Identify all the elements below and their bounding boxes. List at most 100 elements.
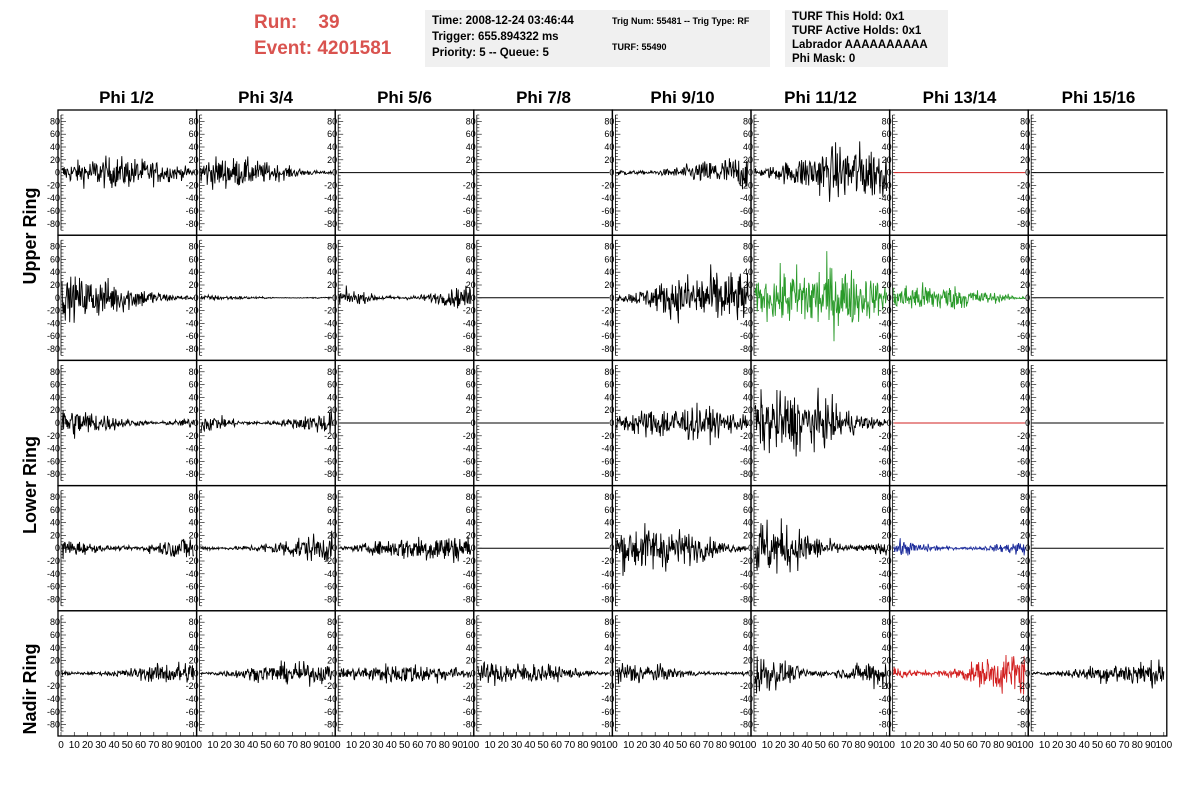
waveform-trace [61, 276, 194, 323]
x-tick-label: 10 [69, 740, 81, 751]
y-tick-label: 80 [743, 617, 753, 627]
column-header-phi-9-10: Phi 9/10 [650, 88, 715, 107]
y-tick-label: 0 [332, 668, 337, 678]
x-tick-label: 80 [577, 740, 589, 751]
y-tick-label: 40 [882, 142, 892, 152]
y-tick-label: -20 [324, 306, 337, 316]
waveform-trace [616, 264, 749, 324]
y-tick-label: -60 [879, 582, 892, 592]
x-tick-label: 50 [399, 740, 411, 751]
y-tick-label: -60 [324, 331, 337, 341]
y-tick-label: 60 [189, 630, 199, 640]
y-tick-label: 0 [609, 168, 614, 178]
y-tick-label: -20 [879, 431, 892, 441]
y-tick-label: 0 [1025, 543, 1030, 553]
y-tick-label: -80 [463, 720, 476, 730]
y-tick-label: -60 [463, 707, 476, 717]
y-tick-label: 80 [50, 116, 60, 126]
y-tick-label: 40 [50, 518, 60, 528]
labrador-text: Labrador AAAAAAAAAA [792, 39, 928, 51]
y-tick-label: -40 [740, 694, 753, 704]
y-tick-label: 60 [327, 129, 337, 139]
y-tick-label: 20 [50, 405, 60, 415]
y-tick-label: 40 [743, 142, 753, 152]
y-tick-label: -20 [1017, 556, 1030, 566]
x-tick-label: 20 [914, 740, 926, 751]
y-tick-label: 0 [55, 418, 60, 428]
x-tick-label: 70 [1118, 740, 1130, 751]
y-tick-label: 80 [604, 116, 614, 126]
x-tick-label: 80 [162, 740, 174, 751]
x-tick-label: 20 [498, 740, 510, 751]
waveform-trace [61, 538, 195, 560]
trigger-text: Trigger: 655.894322 ms [432, 31, 559, 43]
y-tick-label: -20 [47, 306, 60, 316]
y-tick-label: 0 [471, 418, 476, 428]
y-tick-label: 60 [743, 505, 753, 515]
turf-this-hold-text: TURF This Hold: 0x1 [792, 11, 905, 23]
y-tick-label: 60 [743, 630, 753, 640]
y-tick-label: -40 [1017, 193, 1030, 203]
y-tick-label: 40 [327, 142, 337, 152]
x-tick-label: 40 [386, 740, 398, 751]
y-tick-label: 80 [743, 367, 753, 377]
y-tick-label: -60 [601, 582, 614, 592]
y-tick-label: 40 [189, 518, 199, 528]
y-tick-label: -60 [1017, 331, 1030, 341]
y-tick-label: -20 [740, 431, 753, 441]
x-tick-label: 50 [1092, 740, 1104, 751]
y-tick-label: 20 [743, 280, 753, 290]
y-tick-label: 20 [50, 530, 60, 540]
y-tick-label: 60 [882, 380, 892, 390]
y-tick-label: -80 [740, 720, 753, 730]
y-tick-label: 80 [1020, 492, 1030, 502]
column-header-phi-13-14: Phi 13/14 [922, 88, 997, 107]
y-tick-label: 0 [1025, 168, 1030, 178]
y-tick-label: -60 [740, 206, 753, 216]
y-tick-label: 0 [1025, 668, 1030, 678]
y-tick-label: 60 [743, 129, 753, 139]
waveform-panel: 80 60 40 20 0 -20 -40 -60 -80 [601, 484, 752, 612]
y-tick-label: -80 [463, 469, 476, 479]
y-tick-label: 20 [466, 280, 476, 290]
y-tick-label: -60 [186, 707, 199, 717]
y-tick-label: -20 [324, 681, 337, 691]
x-tick-label: 90 [452, 740, 464, 751]
x-tick-label: 20 [1052, 740, 1064, 751]
x-tick-label: 100 [1017, 740, 1034, 751]
y-tick-label: 60 [743, 380, 753, 390]
y-tick-label: 80 [882, 617, 892, 627]
y-tick-label: 20 [466, 656, 476, 666]
y-tick-label: 20 [189, 656, 199, 666]
y-tick-label: -80 [186, 594, 199, 604]
y-tick-label: -40 [601, 444, 614, 454]
y-tick-label: -60 [324, 582, 337, 592]
y-tick-label: -20 [601, 556, 614, 566]
x-tick-label: 40 [1079, 740, 1091, 751]
y-tick-label: -60 [463, 456, 476, 466]
y-tick-label: 40 [327, 392, 337, 402]
y-tick-label: 0 [887, 418, 892, 428]
y-tick-label: -80 [740, 219, 753, 229]
x-tick-label: 70 [425, 740, 437, 751]
y-tick-label: 80 [882, 492, 892, 502]
y-tick-label: 80 [327, 116, 337, 126]
y-tick-label: 0 [887, 668, 892, 678]
y-tick-label: 40 [327, 267, 337, 277]
y-tick-label: -80 [601, 469, 614, 479]
x-tick-label: 90 [175, 740, 187, 751]
x-tick-label: 30 [1065, 740, 1077, 751]
y-tick-label: 40 [1020, 392, 1030, 402]
waveform-panel: 80 60 40 20 0 -20 -40 -60 -80 [601, 359, 752, 487]
y-tick-label: 80 [604, 367, 614, 377]
time-info-box: Time: 2008-12-24 03:46:44 Trigger: 655.8… [425, 10, 617, 67]
y-tick-label: 60 [882, 630, 892, 640]
y-tick-label: 60 [327, 505, 337, 515]
y-tick-label: 40 [604, 267, 614, 277]
y-tick-label: -60 [186, 206, 199, 216]
y-tick-label: -80 [47, 594, 60, 604]
